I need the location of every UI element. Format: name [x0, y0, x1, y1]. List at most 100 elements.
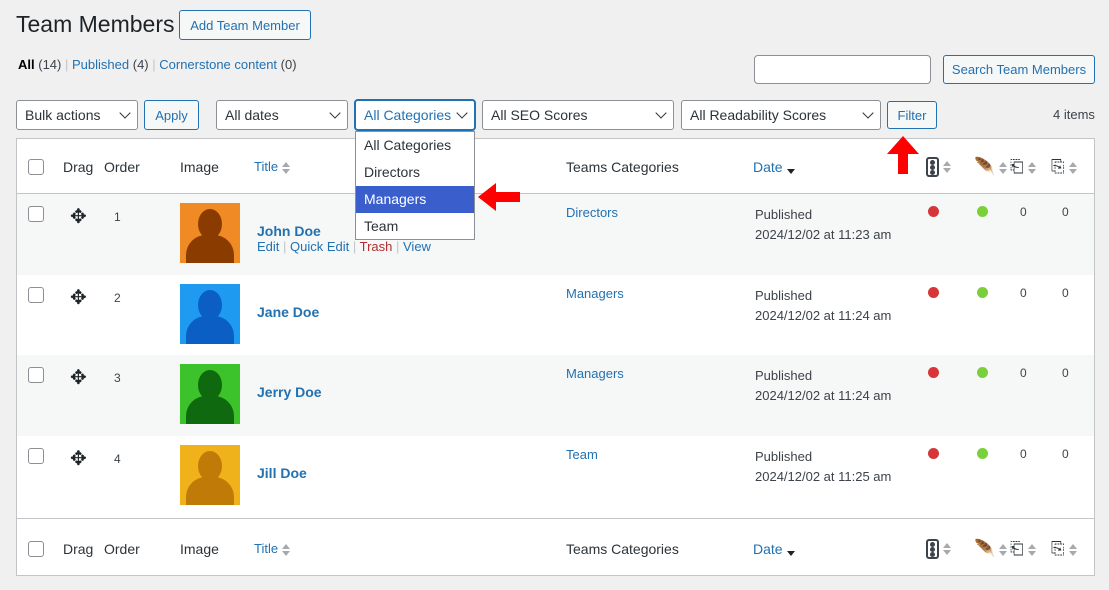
col-linked[interactable]: ⎘ — [1051, 539, 1077, 559]
add-team-member-button[interactable]: Add Team Member — [179, 10, 311, 40]
readability-select[interactable]: All Readability Scores — [681, 100, 881, 130]
sort-icon — [1068, 161, 1077, 174]
view-cornerstone[interactable]: Cornerstone content — [159, 57, 278, 72]
seo-traffic-light-icon — [926, 157, 939, 177]
search-input[interactable] — [754, 55, 931, 84]
col-drag: Drag — [63, 159, 94, 175]
label: Title — [254, 159, 279, 174]
select-all-checkbox[interactable] — [28, 541, 44, 557]
table-row: ✥ 3 Jerry Doe Managers Published 2024/12/… — [17, 355, 1094, 436]
category-link[interactable]: Team — [566, 447, 598, 462]
order: 2 — [114, 291, 121, 305]
sort-desc-icon — [786, 162, 795, 175]
col-seo[interactable] — [926, 539, 951, 559]
label: All dates — [225, 107, 279, 123]
option-directors[interactable]: Directors — [364, 164, 421, 180]
incoming-link-icon: ⎗ — [1010, 539, 1024, 558]
avatar[interactable] — [180, 203, 240, 263]
apply-button[interactable]: Apply — [144, 100, 199, 130]
sort-icon — [943, 161, 951, 173]
filter-button[interactable]: Filter — [887, 101, 937, 129]
col-categories: Teams Categories — [566, 159, 679, 175]
edit-link[interactable]: Edit — [257, 239, 280, 254]
row-checkbox[interactable] — [28, 287, 44, 303]
row-checkbox[interactable] — [28, 367, 44, 383]
annotation-arrow-left-icon — [478, 183, 520, 211]
view-published[interactable]: Published — [72, 57, 130, 72]
col-internal-links[interactable]: ⎗ — [1010, 539, 1036, 559]
date-cell: Published 2024/12/02 at 11:25 am — [755, 447, 891, 487]
label: All SEO Scores — [491, 107, 588, 123]
col-linked[interactable]: ⎘ — [1051, 157, 1077, 177]
member-name-link[interactable]: Jane Doe — [257, 304, 320, 320]
view-link[interactable]: View — [403, 239, 431, 254]
count: (4) — [132, 57, 149, 72]
sort-icon — [999, 543, 1008, 556]
sort-icon — [1068, 543, 1077, 556]
view-all[interactable]: All — [18, 57, 35, 72]
quick-edit-link[interactable]: Quick Edit — [290, 239, 350, 254]
readability-score-dot — [977, 367, 988, 378]
view-filters: All (14) | Published (4) | Cornerstone c… — [18, 57, 297, 72]
categories-select[interactable]: All Categories — [355, 100, 475, 130]
member-name-link[interactable]: John Doe — [257, 223, 321, 239]
row-actions: Edit | Quick Edit | Trash | View — [257, 239, 431, 254]
member-name-link[interactable]: Jill Doe — [257, 465, 307, 481]
drag-handle-move-icon[interactable]: ✥ — [70, 287, 87, 309]
page-title: Team Members — [16, 11, 175, 37]
category-link[interactable]: Managers — [566, 366, 624, 381]
member-name-link[interactable]: Jerry Doe — [257, 384, 322, 400]
readability-score-dot — [977, 448, 988, 459]
date-cell: Published 2024/12/02 at 11:24 am — [755, 286, 891, 326]
sort-desc-icon — [786, 544, 795, 557]
row-checkbox[interactable] — [28, 448, 44, 464]
search-button[interactable]: Search Team Members — [943, 55, 1095, 84]
category-link[interactable]: Managers — [566, 286, 624, 301]
option-all-categories[interactable]: All Categories — [364, 137, 452, 153]
internal-links-count: 0 — [1020, 447, 1027, 461]
col-date[interactable]: Date — [753, 541, 795, 557]
status: Published — [755, 288, 813, 303]
col-title[interactable]: Title — [254, 159, 291, 174]
col-date[interactable]: Date — [753, 159, 795, 175]
linked-count: 0 — [1062, 286, 1069, 300]
outgoing-link-icon: ⎘ — [1051, 157, 1065, 176]
drag-handle-move-icon[interactable]: ✥ — [70, 367, 87, 389]
date: 2024/12/02 at 11:23 am — [755, 227, 892, 242]
linked-count: 0 — [1062, 366, 1069, 380]
seo-scores-select[interactable]: All SEO Scores — [482, 100, 674, 130]
sort-icon — [1027, 543, 1036, 556]
date-cell: Published 2024/12/02 at 11:24 am — [755, 366, 891, 406]
col-order: Order — [104, 159, 140, 175]
seo-score-dot — [928, 287, 939, 298]
avatar[interactable] — [180, 284, 240, 344]
trash-link[interactable]: Trash — [359, 239, 393, 254]
outgoing-link-icon: ⎘ — [1051, 539, 1065, 558]
categories-dropdown[interactable]: All Categories Directors Managers Team — [355, 131, 475, 240]
category-link[interactable]: Directors — [566, 205, 619, 220]
bulk-actions-select[interactable]: Bulk actions — [16, 100, 138, 130]
row-checkbox[interactable] — [28, 206, 44, 222]
drag-handle-move-icon[interactable]: ✥ — [70, 448, 87, 470]
internal-links-count: 0 — [1020, 366, 1027, 380]
date: 2024/12/02 at 11:24 am — [755, 388, 892, 403]
drag-handle-move-icon[interactable]: ✥ — [70, 206, 87, 228]
option-managers[interactable]: Managers — [356, 186, 474, 213]
seo-score-dot — [928, 367, 939, 378]
col-internal-links[interactable]: ⎗ — [1010, 157, 1036, 177]
avatar[interactable] — [180, 445, 240, 505]
col-drag: Drag — [63, 541, 94, 557]
col-readability[interactable]: 🪶 — [974, 157, 1008, 177]
table-row: ✥ 4 Jill Doe Team Published 2024/12/02 at… — [17, 436, 1094, 518]
dates-select[interactable]: All dates — [216, 100, 348, 130]
avatar[interactable] — [180, 364, 240, 424]
select-all-checkbox[interactable] — [28, 159, 44, 175]
col-title[interactable]: Title — [254, 541, 291, 556]
option-team[interactable]: Team — [364, 218, 399, 234]
table-row: ✥ 1 John Doe Edit | Quick Edit | Trash |… — [17, 194, 1094, 275]
col-seo[interactable] — [926, 157, 951, 177]
col-readability[interactable]: 🪶 — [974, 539, 1008, 559]
status: Published — [755, 368, 813, 383]
label: All Readability Scores — [690, 107, 827, 123]
date: 2024/12/02 at 11:25 am — [755, 469, 892, 484]
